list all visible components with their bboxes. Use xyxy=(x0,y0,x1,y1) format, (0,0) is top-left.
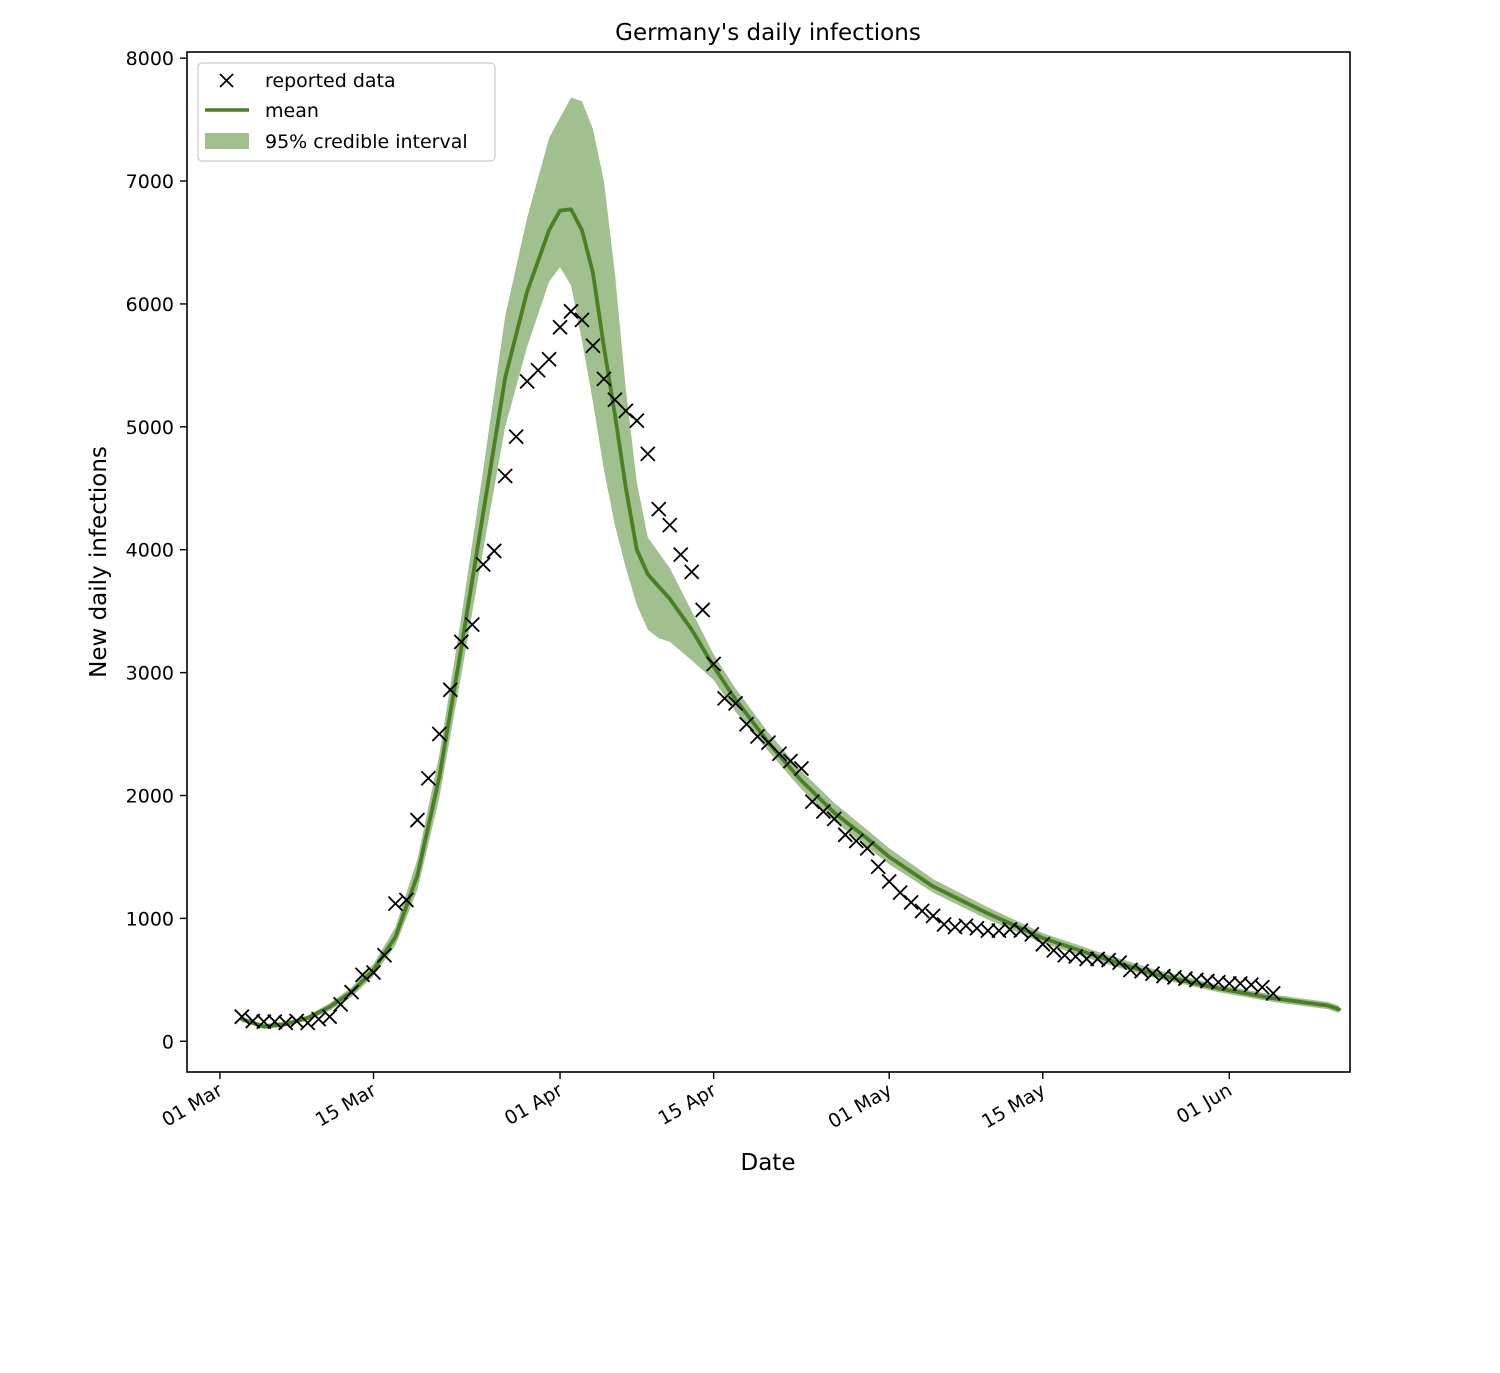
x-tick-label: 01 Jun xyxy=(1173,1079,1236,1128)
reported-data-point xyxy=(552,319,568,335)
y-tick-label: 4000 xyxy=(126,540,174,562)
y-tick-label: 3000 xyxy=(126,663,174,685)
reported-data-point xyxy=(673,546,689,563)
reported-data-point xyxy=(837,827,853,843)
reported-data-point xyxy=(300,1015,316,1031)
reported-data-point xyxy=(662,517,678,533)
legend-box xyxy=(197,62,496,162)
x-axis: 01 Mar 15 Mar 01 Apr 15 Apr 01 May 15 May 01 J… xyxy=(158,1072,1236,1133)
reported-data-point xyxy=(1265,985,1281,1001)
reported-data-point xyxy=(387,896,404,912)
reported-data-point xyxy=(563,303,579,319)
reported-data-point xyxy=(771,746,788,762)
reported-data-point xyxy=(585,338,601,354)
y-tick-label: 6000 xyxy=(126,294,174,316)
reported-data-point xyxy=(629,413,645,429)
reported-data-point xyxy=(343,984,360,1000)
reported-data-point xyxy=(596,371,612,387)
reported-data-point xyxy=(234,1009,250,1025)
reported-data-point xyxy=(1013,923,1029,939)
reported-data-point xyxy=(1035,936,1051,952)
reported-data-point xyxy=(848,833,864,849)
reported-data-point xyxy=(1243,977,1259,993)
reported-data-point xyxy=(376,947,393,963)
x-tick-label: 15 Mar xyxy=(312,1079,380,1131)
reported-data-point xyxy=(980,923,996,939)
y-tick-label: 2000 xyxy=(126,785,174,807)
reported-data-point xyxy=(969,920,985,936)
credible-interval-band xyxy=(241,97,1339,1029)
reported-data-point xyxy=(1079,951,1095,967)
reported-data-point xyxy=(958,918,974,934)
reported-data-point xyxy=(420,770,437,786)
reported-data-point xyxy=(1046,942,1062,958)
x-tick-label: 15 May xyxy=(978,1079,1049,1133)
legend-reported-label: reported data xyxy=(265,70,396,92)
plot-area xyxy=(234,97,1341,1031)
reported-data-point xyxy=(640,446,656,462)
reported-data-point xyxy=(936,916,952,933)
plot-frame xyxy=(186,51,1351,1073)
y-axis: 0 1000 2000 3000 4000 5000 6000 7000 8000 xyxy=(126,48,187,1053)
reported-data-point xyxy=(651,501,667,517)
legend-interval-marker xyxy=(205,133,249,149)
reported-data-point xyxy=(574,312,590,328)
reported-data-point xyxy=(541,351,557,367)
reported-data-point xyxy=(914,903,930,919)
reported-data-point xyxy=(508,429,524,445)
reported-data-point xyxy=(793,760,810,777)
y-tick-label: 8000 xyxy=(126,48,174,70)
reported-data-point xyxy=(256,1013,272,1030)
y-axis-label: New daily infections xyxy=(86,446,112,678)
x-tick-label: 01 Apr xyxy=(501,1079,567,1130)
x-axis-label: Date xyxy=(741,1150,796,1176)
reported-data-point xyxy=(332,996,349,1013)
reported-data-point xyxy=(1254,979,1270,995)
reported-data-point xyxy=(1221,975,1237,992)
reported-data-point xyxy=(815,803,831,820)
reported-data-point xyxy=(782,753,799,769)
legend-mean-label: mean xyxy=(265,100,319,122)
reported-data-point xyxy=(497,468,513,484)
reported-data-point xyxy=(684,564,700,580)
reported-data-point xyxy=(749,728,766,745)
mean-line xyxy=(239,207,1341,1029)
reported-data-point xyxy=(453,634,469,650)
reported-data-point xyxy=(365,964,382,981)
x-tick-label: 15 Apr xyxy=(655,1079,721,1130)
reported-data-point xyxy=(442,682,458,698)
reported-data-point xyxy=(321,1009,338,1025)
reported-data-point xyxy=(826,811,842,827)
reported-data-point xyxy=(727,695,744,711)
y-tick-label: 7000 xyxy=(126,171,174,193)
x-tick-label: 01 Mar xyxy=(158,1079,226,1131)
reported-data-point xyxy=(706,656,722,672)
reported-data-point xyxy=(1111,954,1128,971)
reported-data-point xyxy=(486,543,502,559)
reported-data-point xyxy=(716,690,733,707)
y-tick-label: 5000 xyxy=(126,417,174,439)
reported-data-point xyxy=(738,716,755,732)
y-tick-label: 1000 xyxy=(126,908,174,930)
reported-data-point xyxy=(398,892,415,908)
reported-data-point xyxy=(870,859,886,875)
legend-interval-label: 95% credible interval xyxy=(265,131,468,153)
reported-data-point xyxy=(464,617,480,633)
reported-data-point xyxy=(903,894,919,911)
reported-data-point xyxy=(431,726,447,742)
legend-reported-marker xyxy=(219,73,234,88)
reported-data-point xyxy=(695,602,711,618)
x-tick-label: 01 May xyxy=(824,1079,895,1133)
reported-data-point xyxy=(409,812,426,828)
y-tick-label: 0 xyxy=(162,1031,174,1053)
legend: reported data mean 95% credible interval xyxy=(197,62,496,162)
chart-title: Germany's daily infections xyxy=(615,20,921,46)
reported-data-point xyxy=(475,556,491,573)
reported-data-point xyxy=(859,840,875,856)
reported-data-point xyxy=(925,908,941,924)
